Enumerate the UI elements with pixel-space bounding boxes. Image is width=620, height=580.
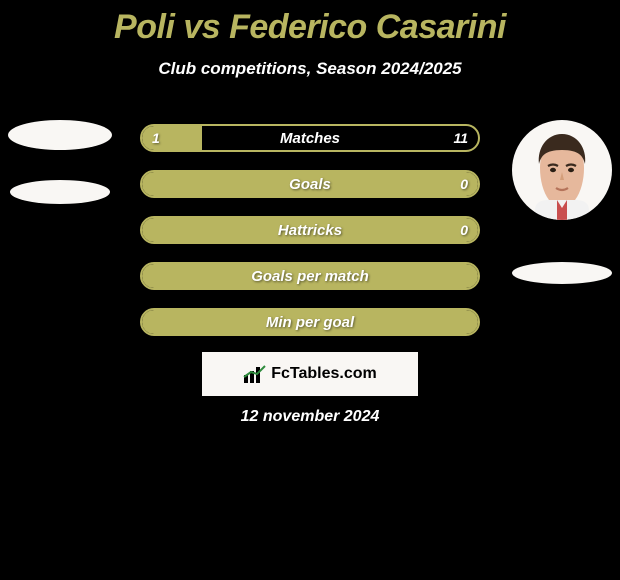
page-title: Poli vs Federico Casarini [0,0,620,47]
brand-text: FcTables.com [271,365,377,383]
stat-label: Min per goal [142,310,478,334]
stat-bar: Min per goal [140,308,480,336]
stat-label: Goals [142,172,478,196]
stat-bar: 0Hattricks [140,216,480,244]
stat-label: Goals per match [142,264,478,288]
stat-label: Hattricks [142,218,478,242]
player-right-col [512,120,612,284]
player-left-col [8,120,112,204]
stat-label: Matches [142,126,478,150]
player-right-avatar [512,120,612,220]
player-left-avatar [8,120,112,150]
player-left-club-blob [10,180,110,204]
stat-bars: 111Matches 0Goals 0Hattricks Goals per matc… [140,124,480,336]
brand-box: FcTables.com [202,352,418,396]
stat-bar: 0Goals [140,170,480,198]
stat-bar: 111Matches [140,124,480,152]
person-icon [517,120,607,220]
date-label: 12 november 2024 [0,408,620,426]
subtitle: Club competitions, Season 2024/2025 [0,59,620,79]
player-right-club-blob [512,262,612,284]
chart-icon [243,365,267,383]
stat-bar: Goals per match [140,262,480,290]
